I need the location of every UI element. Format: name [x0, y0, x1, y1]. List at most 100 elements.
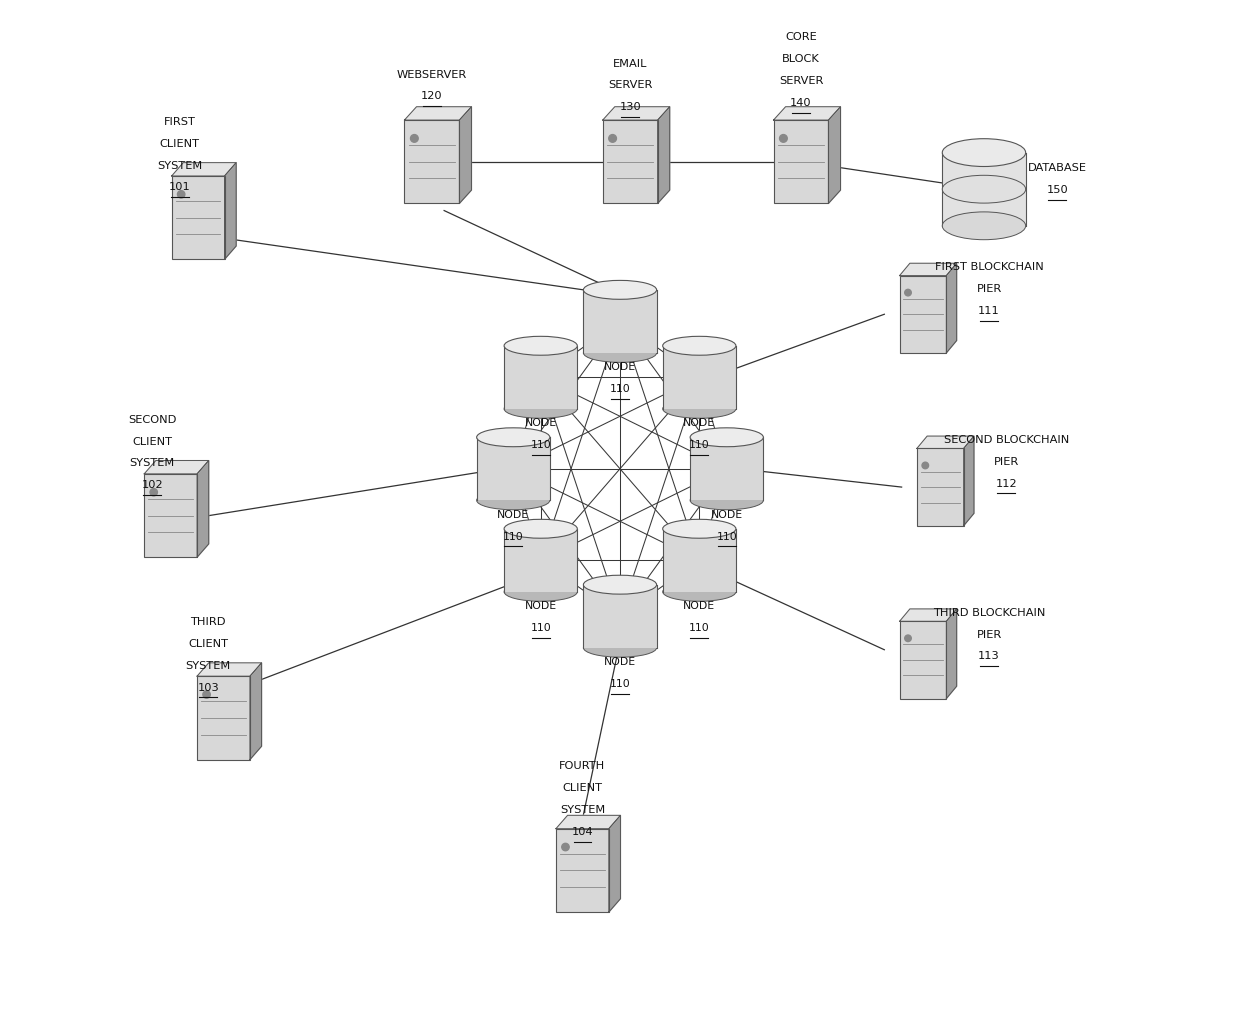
Polygon shape	[899, 263, 956, 276]
Text: NODE: NODE	[711, 509, 743, 520]
Text: NODE: NODE	[525, 602, 557, 611]
Ellipse shape	[505, 400, 578, 418]
Text: CLIENT: CLIENT	[133, 437, 172, 447]
Text: 150: 150	[1047, 184, 1068, 195]
Polygon shape	[946, 263, 956, 353]
Ellipse shape	[583, 343, 657, 363]
Text: 110: 110	[717, 532, 737, 541]
Circle shape	[905, 636, 911, 642]
Text: 110: 110	[610, 384, 630, 395]
Polygon shape	[197, 460, 208, 558]
Text: 110: 110	[531, 440, 551, 450]
Circle shape	[150, 489, 157, 496]
Text: PIER: PIER	[976, 284, 1002, 294]
Polygon shape	[963, 436, 973, 526]
Text: SECOND: SECOND	[128, 415, 176, 424]
Text: 111: 111	[978, 305, 999, 316]
Ellipse shape	[476, 427, 549, 447]
Ellipse shape	[476, 491, 549, 509]
Text: PIER: PIER	[993, 457, 1019, 466]
Text: CLIENT: CLIENT	[160, 138, 200, 149]
Text: THIRD BLOCKCHAIN: THIRD BLOCKCHAIN	[932, 608, 1045, 618]
Text: NODE: NODE	[497, 509, 529, 520]
Ellipse shape	[942, 138, 1025, 166]
Ellipse shape	[583, 575, 657, 594]
Polygon shape	[459, 107, 471, 203]
Ellipse shape	[691, 427, 764, 447]
Text: 110: 110	[689, 623, 709, 633]
Polygon shape	[171, 176, 224, 259]
Polygon shape	[197, 676, 250, 760]
Text: 113: 113	[978, 651, 999, 661]
Ellipse shape	[662, 582, 735, 602]
Polygon shape	[556, 815, 620, 828]
Text: 120: 120	[422, 91, 443, 101]
Text: 112: 112	[996, 479, 1017, 489]
Polygon shape	[583, 290, 657, 353]
Polygon shape	[505, 345, 578, 409]
Polygon shape	[197, 663, 262, 677]
Ellipse shape	[505, 582, 578, 602]
Text: CLIENT: CLIENT	[188, 639, 228, 649]
Polygon shape	[774, 107, 841, 120]
Ellipse shape	[662, 520, 735, 538]
Text: SYSTEM: SYSTEM	[186, 661, 231, 670]
Polygon shape	[946, 609, 956, 699]
Text: 104: 104	[572, 827, 593, 837]
Circle shape	[905, 289, 911, 296]
Ellipse shape	[662, 336, 735, 356]
Ellipse shape	[691, 491, 764, 509]
Ellipse shape	[505, 520, 578, 538]
Polygon shape	[916, 449, 963, 526]
Text: SYSTEM: SYSTEM	[130, 458, 175, 468]
Polygon shape	[603, 107, 670, 120]
Polygon shape	[556, 828, 609, 912]
Circle shape	[203, 691, 211, 698]
Text: CLIENT: CLIENT	[563, 783, 603, 793]
Polygon shape	[583, 584, 657, 648]
Text: 110: 110	[689, 440, 709, 450]
Text: 130: 130	[619, 102, 641, 113]
Polygon shape	[171, 163, 236, 176]
Text: CORE: CORE	[785, 33, 817, 42]
Text: NODE: NODE	[525, 418, 557, 428]
Text: 110: 110	[503, 532, 523, 541]
Text: 103: 103	[197, 683, 219, 693]
Ellipse shape	[942, 212, 1025, 240]
Polygon shape	[657, 107, 670, 203]
Text: SECOND BLOCKCHAIN: SECOND BLOCKCHAIN	[944, 435, 1069, 445]
Polygon shape	[662, 345, 735, 409]
Polygon shape	[691, 438, 764, 500]
Ellipse shape	[662, 400, 735, 418]
Polygon shape	[662, 529, 735, 591]
Text: 101: 101	[169, 182, 191, 193]
Polygon shape	[899, 609, 956, 621]
Circle shape	[410, 134, 418, 142]
Ellipse shape	[583, 281, 657, 299]
Text: PIER: PIER	[976, 629, 1002, 640]
Text: DATABASE: DATABASE	[1028, 163, 1086, 173]
Polygon shape	[404, 120, 459, 203]
Polygon shape	[144, 460, 208, 474]
Ellipse shape	[583, 639, 657, 657]
Polygon shape	[476, 438, 549, 500]
Polygon shape	[404, 107, 471, 120]
Text: SYSTEM: SYSTEM	[157, 161, 202, 170]
Text: FOURTH: FOURTH	[559, 762, 605, 772]
Text: EMAIL: EMAIL	[613, 58, 647, 69]
Ellipse shape	[505, 336, 578, 356]
Text: SERVER: SERVER	[608, 81, 652, 90]
Polygon shape	[899, 621, 946, 699]
Text: FIRST BLOCKCHAIN: FIRST BLOCKCHAIN	[935, 262, 1043, 272]
Text: 110: 110	[610, 679, 630, 689]
Text: NODE: NODE	[683, 602, 715, 611]
Circle shape	[562, 844, 569, 851]
Text: SYSTEM: SYSTEM	[559, 805, 605, 815]
Ellipse shape	[942, 175, 1025, 203]
Text: SERVER: SERVER	[779, 76, 823, 86]
Text: NODE: NODE	[604, 363, 636, 372]
Polygon shape	[916, 436, 973, 449]
Text: WEBSERVER: WEBSERVER	[397, 70, 467, 80]
Polygon shape	[828, 107, 841, 203]
Text: BLOCK: BLOCK	[782, 54, 820, 65]
